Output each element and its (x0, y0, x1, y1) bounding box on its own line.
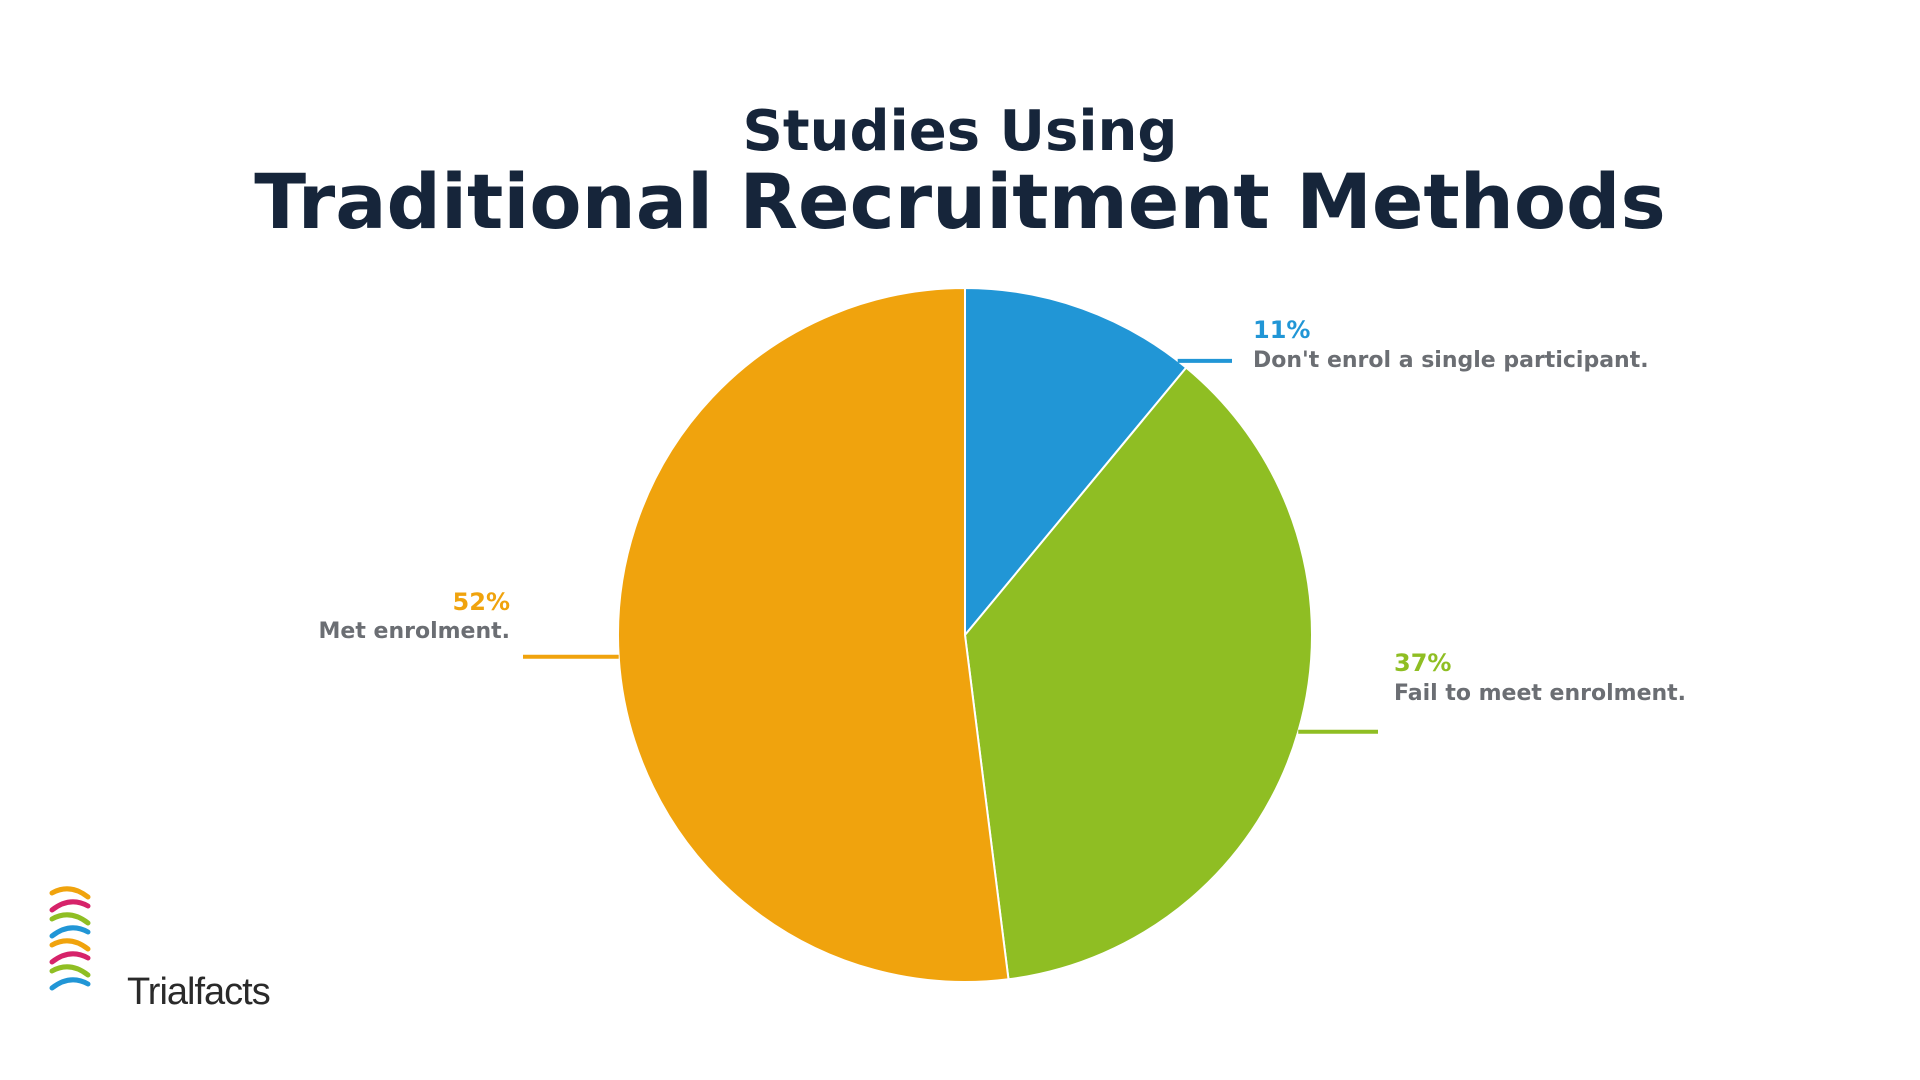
slice-percent-label: 37% (1394, 649, 1451, 677)
chart-title-line1: Studies Using (742, 99, 1177, 164)
slice-description-label: Fail to meet enrolment. (1394, 681, 1686, 706)
brand-name: Trialfacts (127, 971, 270, 1013)
slice-description-label: Don't enrol a single participant. (1253, 348, 1649, 373)
logo-strand (49, 977, 91, 991)
slice-description-label: Met enrolment. (319, 619, 510, 644)
logo-strand (49, 925, 91, 939)
pie-leader-lines (523, 358, 1378, 734)
pie-slice (964, 286, 1188, 638)
logo-strand (49, 899, 91, 913)
logo-strand (49, 951, 91, 965)
pie-labels: 11% Don't enrol a single participant. 37% F… (319, 316, 1687, 706)
logo-strand (49, 886, 91, 900)
logo-strand (49, 912, 91, 926)
pie-slices (617, 286, 1313, 983)
logo-strand (49, 964, 91, 978)
slice-percent-label: 11% (1253, 316, 1310, 344)
pie-slice (617, 286, 1010, 983)
dna-helix-icon (49, 886, 91, 991)
logo-strand (49, 938, 91, 952)
chart-title-line2: Traditional Recruitment Methods (254, 157, 1665, 246)
slice-percent-label: 52% (453, 588, 510, 616)
